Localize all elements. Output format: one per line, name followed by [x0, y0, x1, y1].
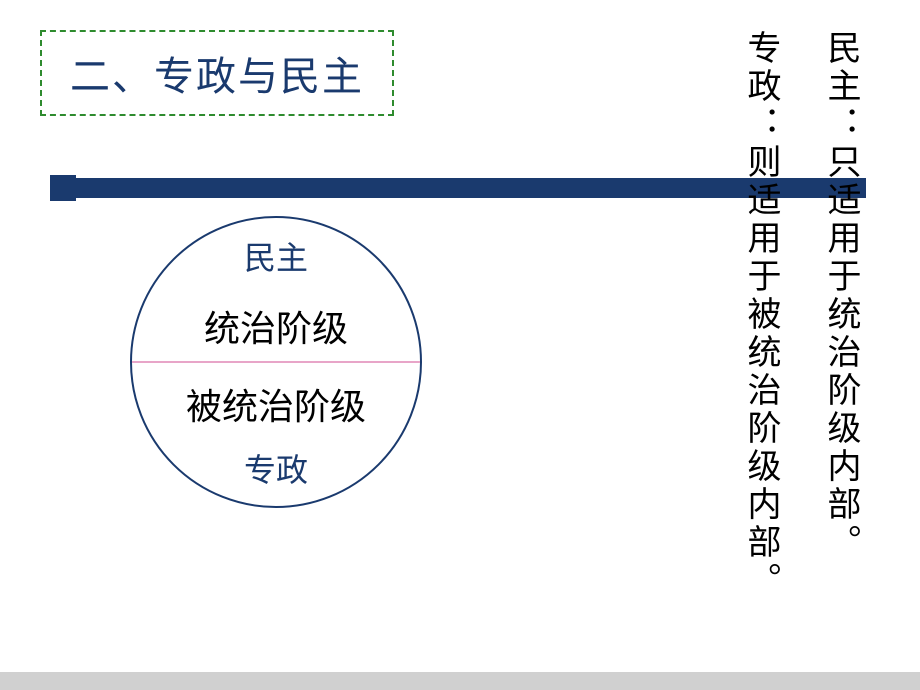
vertical-text-democracy: 民主：只适用于统治阶级内部。: [819, 30, 860, 562]
circle-label-democracy: 民主: [244, 233, 308, 279]
circle-text-ruled-class: 被统治阶级: [186, 378, 366, 430]
circle-diagram: 民主 统治阶级 被统治阶级 专政: [130, 216, 422, 508]
circle-label-dictatorship: 专政: [244, 445, 308, 491]
circle-divider: [132, 361, 420, 363]
circle-outline: 民主 统治阶级 被统治阶级 专政: [130, 216, 422, 508]
vertical-text-dictatorship: 专政：则适用于被统治阶级内部。: [739, 30, 780, 600]
title-text: 二、专政与民主: [70, 54, 364, 99]
bottom-bar: [0, 672, 920, 690]
circle-text-ruling-class: 统治阶级: [204, 300, 348, 352]
title-box: 二、专政与民主: [40, 30, 394, 116]
bullet-square: [50, 175, 76, 201]
